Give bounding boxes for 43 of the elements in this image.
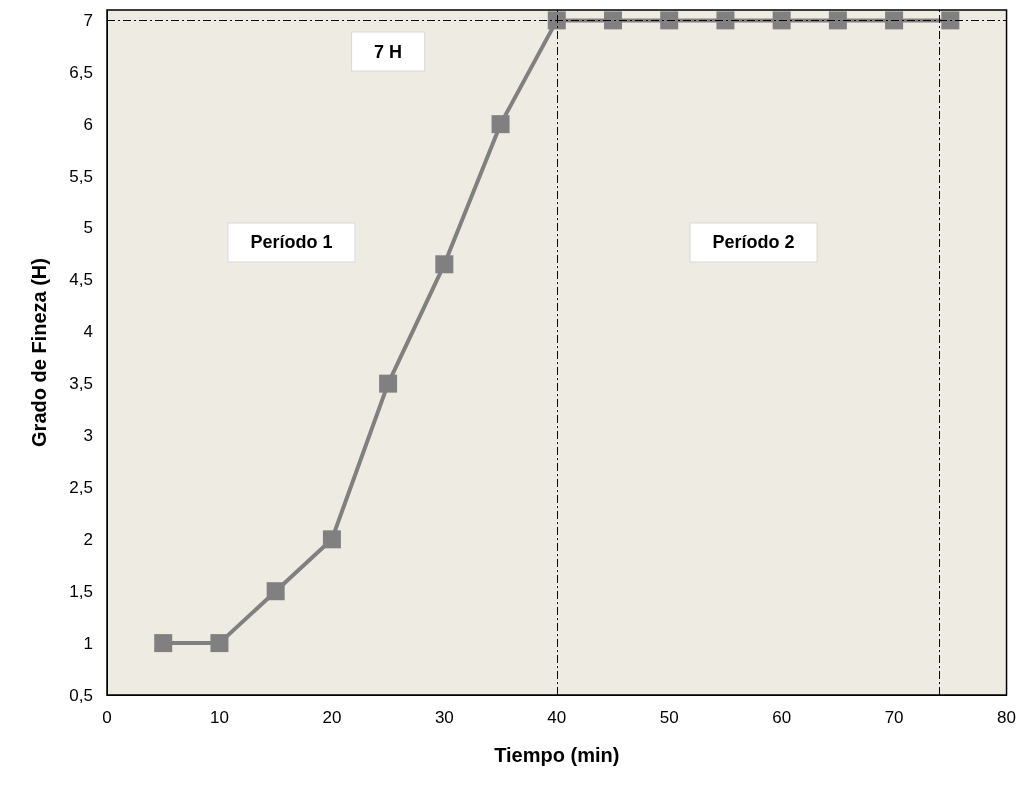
point xyxy=(435,255,454,274)
y-tick-label: 5,5 xyxy=(69,166,93,186)
point xyxy=(941,11,960,30)
y-tick-label: 3 xyxy=(83,426,93,446)
annotation: Período 2 xyxy=(712,232,795,253)
y-tick-label: 4,5 xyxy=(69,270,93,290)
point xyxy=(716,11,735,30)
point xyxy=(154,634,173,653)
y-tick-label: 7 xyxy=(83,10,93,30)
y-axis-title: Grado de Fineza (H) xyxy=(28,258,50,447)
point xyxy=(379,374,398,393)
point xyxy=(491,115,510,134)
point xyxy=(266,582,285,601)
point xyxy=(603,11,622,30)
x-tick-label: 20 xyxy=(322,708,342,727)
x-tick-label: 10 xyxy=(209,708,229,727)
point xyxy=(210,634,229,653)
annotation: Período 1 xyxy=(250,232,333,253)
y-tick-label: 6,5 xyxy=(69,62,93,82)
y-tick-label: 1 xyxy=(83,633,93,653)
x-tick-label: 70 xyxy=(884,708,904,727)
x-tick-label: 40 xyxy=(547,708,567,727)
point xyxy=(547,11,566,30)
y-tick-label: 2 xyxy=(83,529,93,549)
point xyxy=(885,11,904,30)
y-tick-label: 6 xyxy=(83,114,93,134)
y-tick-label: 2,5 xyxy=(69,477,93,497)
x-tick-label: 80 xyxy=(997,708,1017,727)
x-tick-label: 60 xyxy=(772,708,792,727)
point xyxy=(660,11,679,30)
y-tick-label: 0,5 xyxy=(69,685,93,705)
x-tick-label: 0 xyxy=(102,708,112,727)
x-tick-label: 50 xyxy=(659,708,679,727)
x-axis-title: Tiempo (min) xyxy=(494,744,620,766)
point xyxy=(828,11,847,30)
y-tick-label: 5 xyxy=(83,218,93,238)
y-tick-label: 4 xyxy=(83,322,93,342)
point xyxy=(772,11,791,30)
y-tick-label: 3,5 xyxy=(69,374,93,394)
x-tick-label: 30 xyxy=(434,708,454,727)
point xyxy=(322,530,341,549)
annotation: 7 H xyxy=(374,41,403,62)
y-tick-label: 1,5 xyxy=(69,581,93,601)
